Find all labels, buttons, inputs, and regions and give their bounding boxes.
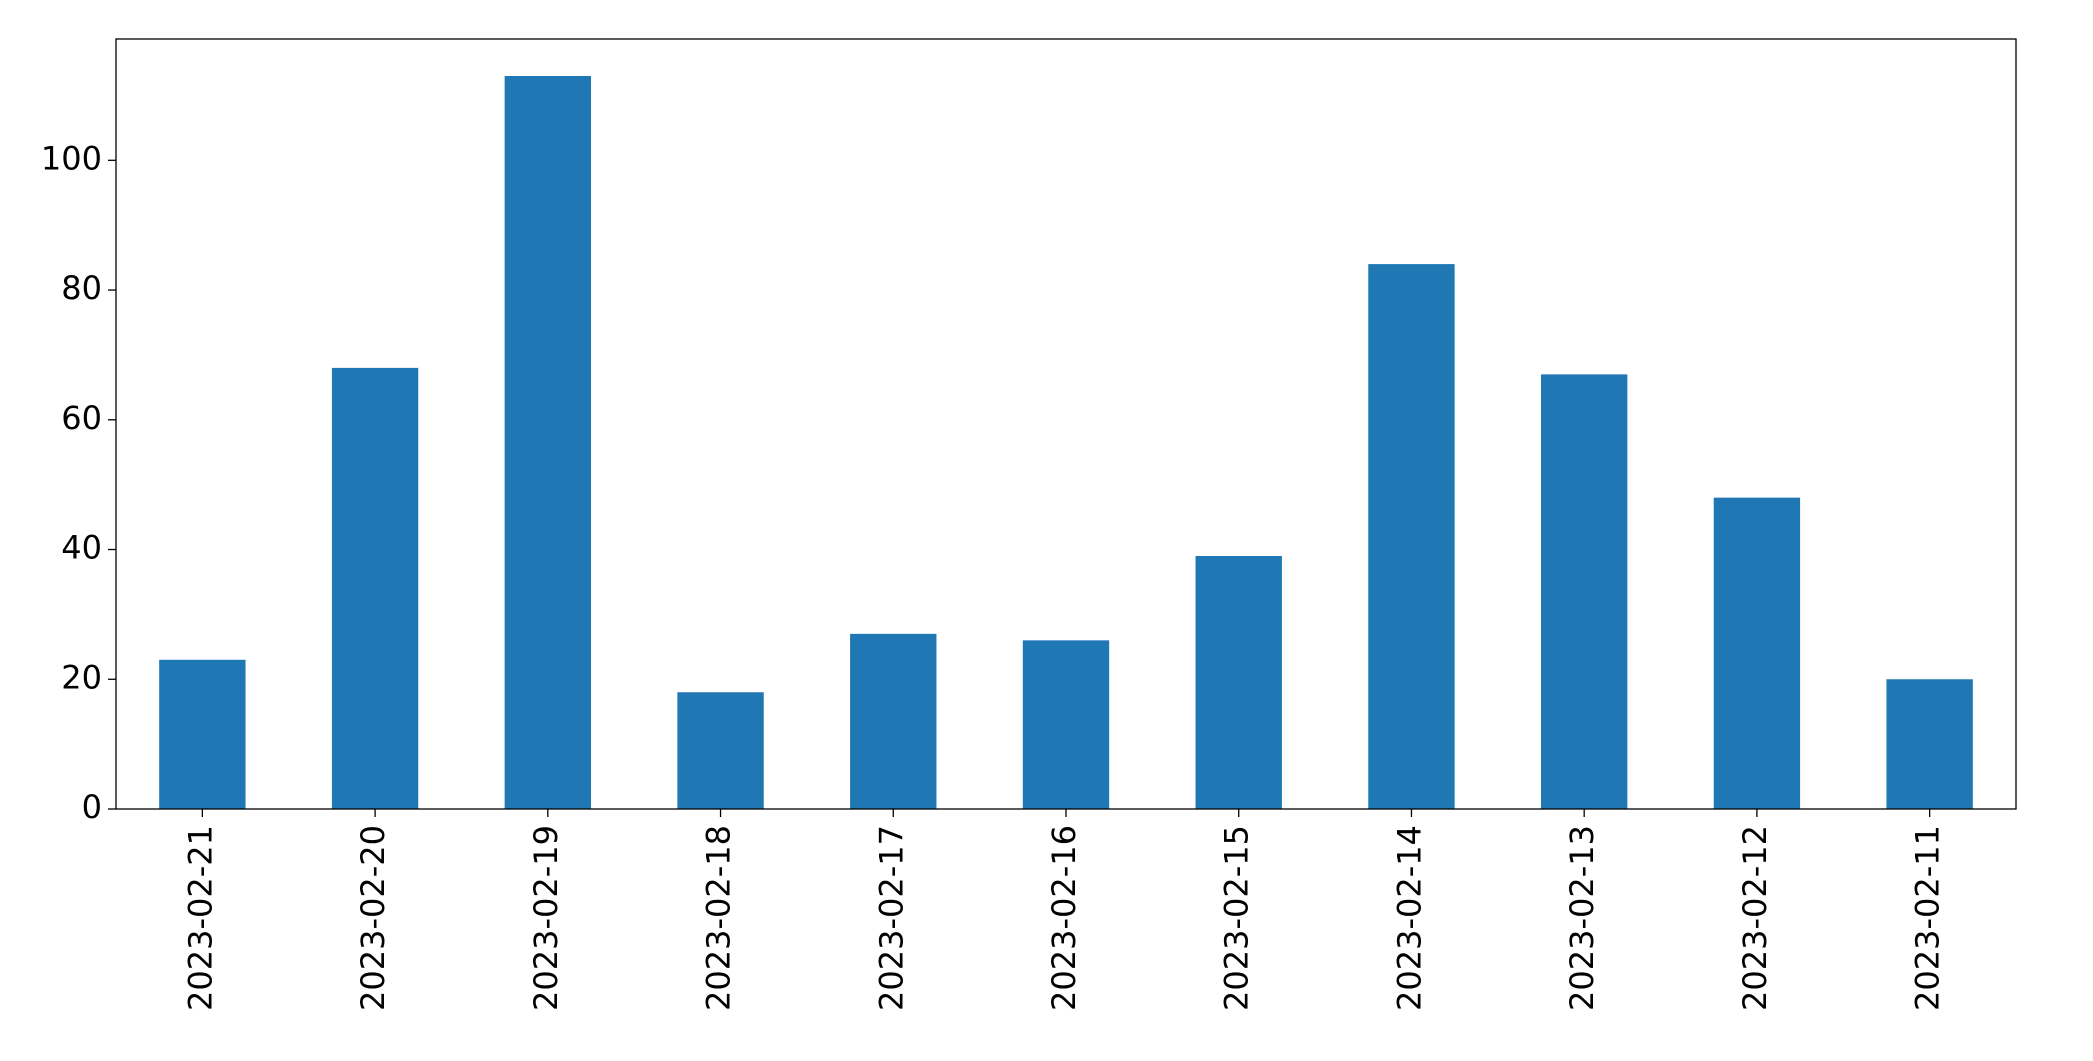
y-tick-label: 80 bbox=[61, 269, 102, 307]
x-tick-label: 2023-02-21 bbox=[181, 825, 219, 1011]
x-tick-label: 2023-02-11 bbox=[1909, 825, 1947, 1011]
bar bbox=[331, 367, 419, 809]
plot-frame bbox=[115, 38, 2017, 810]
bar bbox=[1195, 556, 1282, 809]
bar bbox=[1541, 374, 1628, 809]
x-tick-label: 2023-02-17 bbox=[872, 825, 910, 1011]
bar bbox=[677, 692, 764, 809]
x-tick-label: 2023-02-19 bbox=[527, 825, 565, 1011]
bar bbox=[159, 659, 246, 809]
y-tick-label: 40 bbox=[61, 529, 102, 567]
x-tick-label: 2023-02-12 bbox=[1736, 825, 1774, 1011]
y-tick-label: 100 bbox=[41, 139, 102, 177]
x-tick-label: 2023-02-16 bbox=[1045, 825, 1083, 1011]
x-tick-label: 2023-02-13 bbox=[1563, 825, 1601, 1011]
x-tick-label: 2023-02-20 bbox=[354, 825, 392, 1011]
y-tick-label: 0 bbox=[82, 788, 102, 826]
bar bbox=[1022, 640, 1110, 809]
bar bbox=[1713, 497, 1801, 809]
x-tick-label: 2023-02-18 bbox=[700, 825, 738, 1011]
bar bbox=[1368, 264, 1455, 809]
x-tick-label: 2023-02-15 bbox=[1218, 825, 1256, 1011]
y-tick-label: 20 bbox=[61, 658, 102, 696]
x-tick-label: 2023-02-14 bbox=[1390, 825, 1428, 1011]
bar bbox=[850, 633, 937, 809]
bar bbox=[504, 75, 591, 809]
y-tick-label: 60 bbox=[61, 399, 102, 437]
bar bbox=[1886, 679, 1973, 809]
